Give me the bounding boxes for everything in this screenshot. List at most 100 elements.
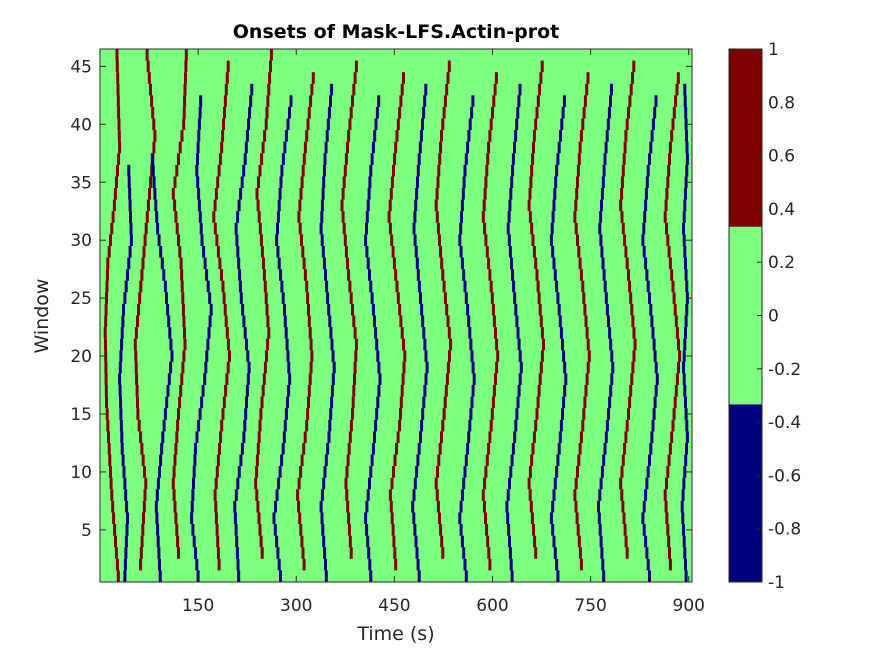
heatmap-cell xyxy=(515,408,519,420)
heatmap-cell xyxy=(558,315,562,328)
heatmap-cell xyxy=(283,141,287,154)
heatmap-cell xyxy=(260,153,264,165)
heatmap-cell xyxy=(625,547,629,559)
heatmap-cell xyxy=(390,512,394,525)
heatmap-cell xyxy=(228,350,231,362)
heatmap-cell xyxy=(627,408,630,420)
y-tick-label: 40 xyxy=(70,115,92,135)
heatmap-cell xyxy=(121,454,125,467)
heatmap-cell xyxy=(159,246,163,258)
heatmap-cell xyxy=(180,130,184,142)
colorbar-tick-label: 1 xyxy=(768,40,779,60)
heatmap-cell xyxy=(445,373,449,385)
heatmap-cell xyxy=(434,199,438,212)
heatmap-cell xyxy=(237,570,241,582)
heatmap-cell xyxy=(218,257,222,270)
heatmap-cell xyxy=(624,431,628,443)
heatmap-cell xyxy=(508,547,512,559)
heatmap-cell xyxy=(514,130,518,142)
heatmap-cell xyxy=(585,373,589,385)
heatmap-cell xyxy=(391,246,395,258)
heatmap-cell xyxy=(308,327,312,339)
heatmap-cell xyxy=(241,303,245,316)
heatmap-cell xyxy=(324,570,328,582)
heatmap-cell xyxy=(149,176,153,189)
heatmap-cell xyxy=(366,535,370,548)
heatmap-cell xyxy=(262,257,265,270)
heatmap-cell xyxy=(487,547,491,559)
x-tick-label: 150 xyxy=(182,596,214,616)
heatmap-cell xyxy=(651,419,655,432)
heatmap-cell xyxy=(685,280,689,293)
heatmap-cell xyxy=(424,350,428,362)
heatmap-cell xyxy=(134,350,138,362)
heatmap-cell xyxy=(605,303,609,316)
heatmap-cell xyxy=(518,350,522,362)
heatmap-cell xyxy=(217,164,221,177)
heatmap-cell xyxy=(298,199,302,212)
heatmap-cell xyxy=(654,385,658,397)
heatmap-cell xyxy=(446,315,450,328)
heatmap-cell xyxy=(423,338,427,351)
heatmap-cell xyxy=(183,95,187,107)
heatmap-cell xyxy=(485,164,489,177)
heatmap-cell xyxy=(624,130,628,142)
heatmap-cell xyxy=(222,118,225,131)
heatmap-cell xyxy=(443,396,447,409)
heatmap-cell xyxy=(118,141,122,154)
heatmap-cell xyxy=(259,535,263,548)
heatmap-cell xyxy=(113,524,117,536)
heatmap-cell xyxy=(388,489,392,501)
heatmap-cell xyxy=(171,188,175,200)
heatmap-cell xyxy=(663,211,667,223)
heatmap-cell xyxy=(139,431,143,443)
heatmap-cell xyxy=(307,315,311,328)
heatmap-cell xyxy=(376,396,380,409)
heatmap-cell xyxy=(415,188,419,200)
heatmap-cell xyxy=(484,234,488,246)
heatmap-cell xyxy=(137,419,141,432)
heatmap-cell xyxy=(298,512,302,525)
heatmap-cell xyxy=(668,443,672,455)
heatmap-cell xyxy=(240,443,244,455)
heatmap-cell xyxy=(110,489,114,501)
heatmap-cell xyxy=(552,489,556,501)
heatmap-cell xyxy=(377,95,381,107)
heatmap-cell xyxy=(559,130,562,142)
heatmap-cell xyxy=(116,95,120,107)
heatmap-cell xyxy=(157,547,161,559)
heatmap-cell xyxy=(104,338,107,351)
heatmap-cell xyxy=(351,408,354,420)
heatmap-cell xyxy=(583,95,587,107)
heatmap-cell xyxy=(459,246,463,258)
heatmap-cell xyxy=(327,303,331,316)
heatmap-cell xyxy=(239,454,243,467)
heatmap-cell xyxy=(462,269,466,281)
heatmap-cell xyxy=(556,153,560,165)
heatmap-cell xyxy=(190,500,194,513)
heatmap-cell xyxy=(673,396,677,409)
heatmap-cell xyxy=(622,512,626,525)
heatmap-cell xyxy=(631,361,635,374)
heatmap-cell xyxy=(147,72,151,84)
heatmap-cell xyxy=(490,292,494,304)
heatmap-cell xyxy=(552,257,556,270)
heatmap-cell xyxy=(309,338,313,351)
heatmap-cell xyxy=(309,95,313,107)
heatmap-cell xyxy=(305,130,309,142)
heatmap-cell xyxy=(127,176,131,189)
heatmap-cell xyxy=(492,385,496,397)
heatmap-cell xyxy=(621,222,625,235)
heatmap-cell xyxy=(488,130,492,142)
heatmap-cell xyxy=(413,477,417,490)
heatmap-cell xyxy=(256,199,260,212)
heatmap-cell xyxy=(665,512,669,525)
heatmap-cell xyxy=(563,361,567,374)
heatmap-cell xyxy=(599,211,603,223)
heatmap-cell xyxy=(436,222,440,235)
heatmap-cell xyxy=(173,500,177,513)
heatmap-cell xyxy=(242,164,246,177)
y-tick-label: 20 xyxy=(70,347,92,367)
heatmap-cell xyxy=(326,118,330,131)
heatmap-cell xyxy=(469,338,473,351)
